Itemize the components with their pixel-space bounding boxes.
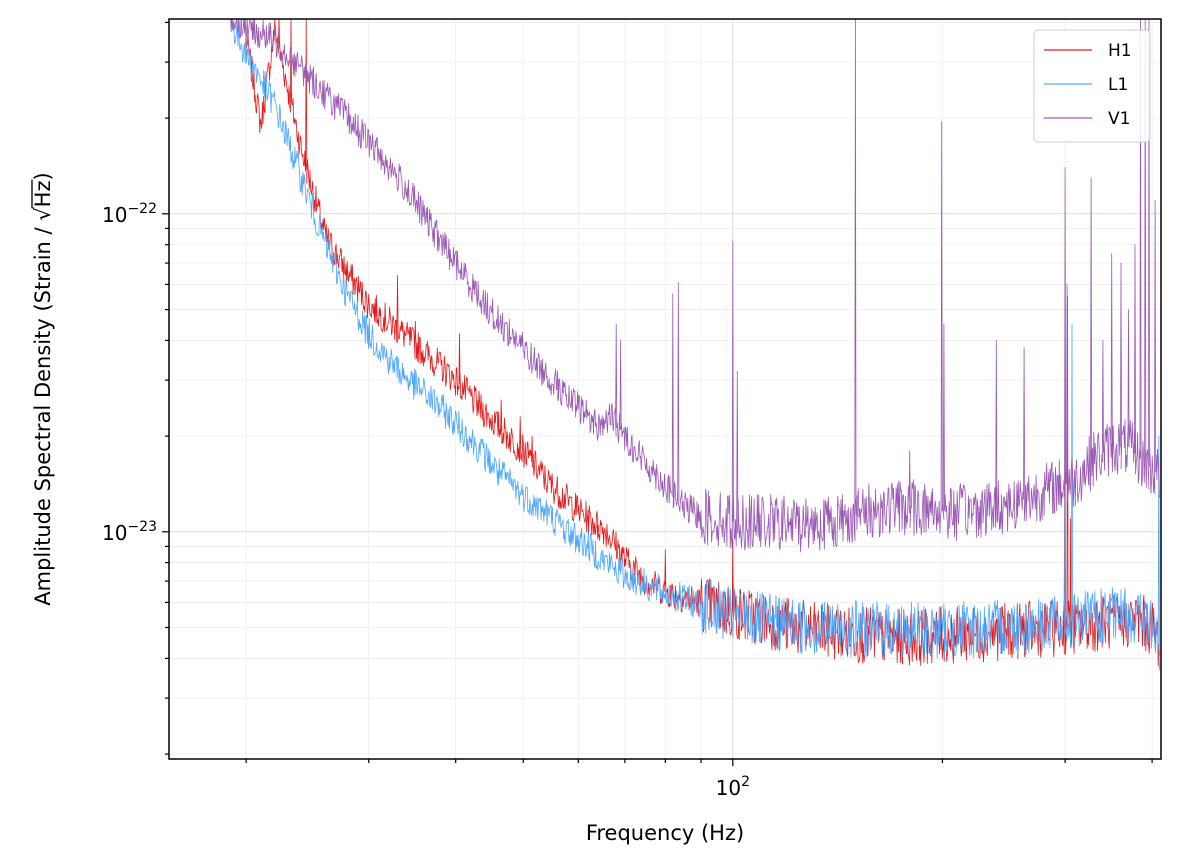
legend: H1 L1 V1	[1033, 29, 1151, 143]
legend-label-v1: V1	[1108, 109, 1130, 129]
x-axis-label: Frequency (Hz)	[586, 821, 744, 845]
legend-label-l1: L1	[1108, 75, 1128, 95]
series-line-l1	[230, 19, 1160, 671]
svg-text:Amplitude Spectral Density (St: Amplitude Spectral Density (Strain / √Hz…	[31, 172, 55, 605]
series-line-v1	[230, 19, 1160, 553]
x-tick-label: 102	[716, 774, 750, 800]
series-layer	[230, 19, 1160, 671]
y-axis-label: Amplitude Spectral Density (Strain / √Hz…	[31, 172, 55, 605]
y-tick-label: 10−23	[102, 519, 157, 545]
legend-label-h1: H1	[1108, 41, 1132, 61]
axis-ticks: 102 10−23 10−22	[102, 21, 1153, 800]
y-tick-label: 10−22	[102, 201, 157, 227]
legend-box	[1033, 29, 1151, 143]
